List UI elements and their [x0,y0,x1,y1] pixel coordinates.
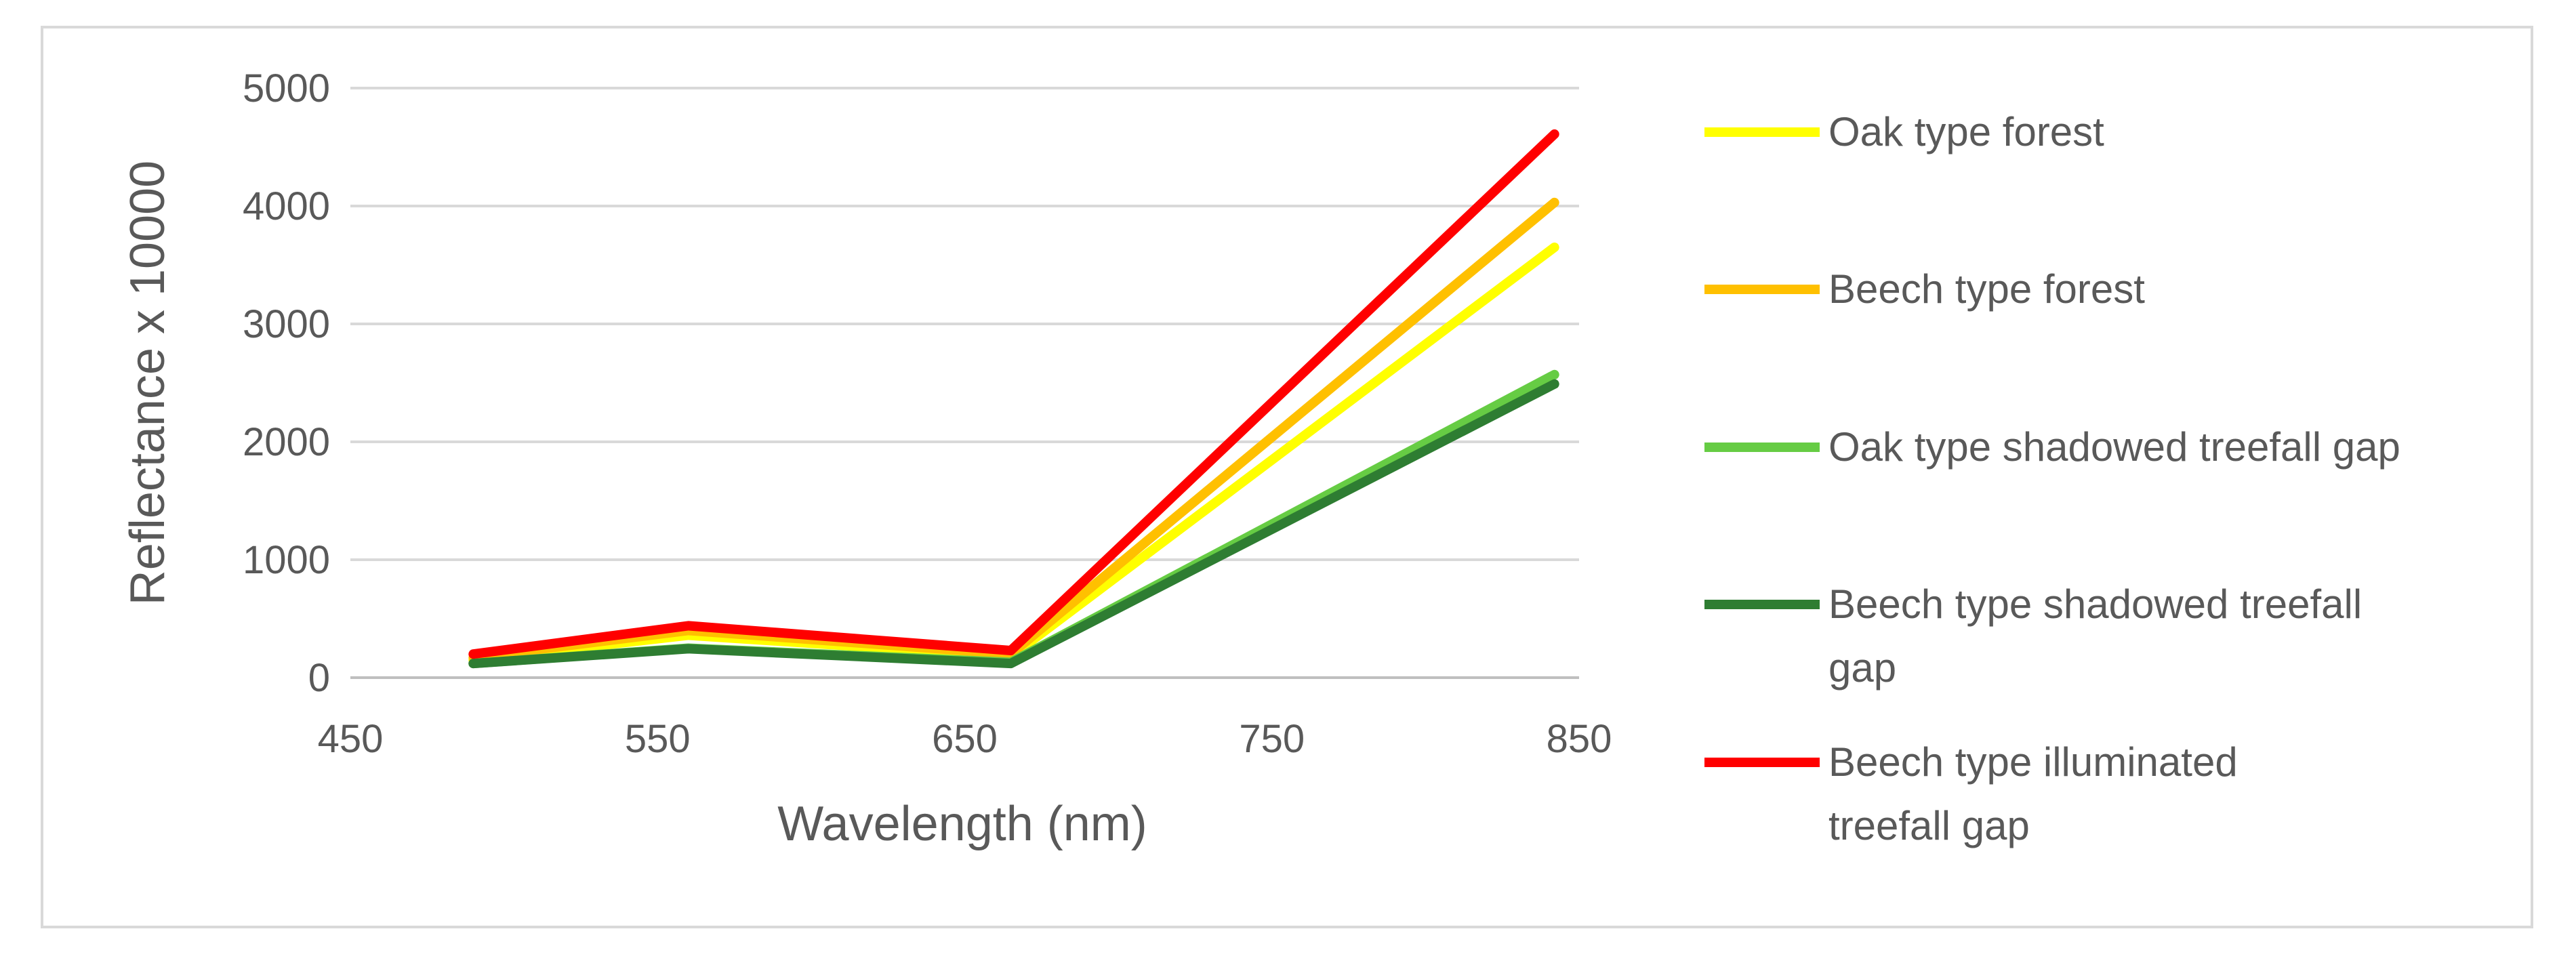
legend-layer: Oak type forest Beech type forest Oak type… [1704,109,2400,848]
legend-label-line: Beech type forest [1828,266,2145,312]
x-tick-label: 850 [1547,717,1612,761]
legend-label-1: Oak type forest [1828,109,2104,155]
legend-label-2: Beech type forest [1828,266,2145,312]
axis-layer: 0 1000 2000 3000 4000 5000 450 550 650 750 850 [243,66,1612,761]
y-tick-label: 1000 [243,538,330,582]
y-tick-label: 3000 [243,302,330,346]
y-tick-label: 0 [308,656,330,700]
legend-label-line: Beech type shadowed treefall [1828,581,2362,627]
y-axis-title: Reflectance x 10000 [121,161,175,605]
grid-layer [350,87,1579,561]
x-tick-label: 750 [1239,717,1305,761]
y-tick-label: 4000 [243,184,330,228]
chart-frame [41,26,2533,928]
x-tick-label: 550 [625,717,691,761]
x-axis-title: Wavelength (nm) [777,797,1147,851]
legend-label-line: Oak type forest [1828,109,2104,155]
series-line-5 [468,129,1559,659]
series-line-3 [468,369,1559,669]
y-tick-label: 2000 [243,420,330,464]
x-tick-label: 650 [932,717,998,761]
x-tick-label: 450 [318,717,384,761]
legend-label-5: Beech type illuminated treefall gap [1828,739,2238,848]
series-line-4 [468,379,1559,669]
series-line-1 [468,242,1559,665]
legend-label-line: treefall gap [1828,803,2030,848]
series-layer [468,129,1559,669]
legend-label-line: Beech type illuminated [1828,739,2238,785]
y-tick-label: 5000 [243,66,330,110]
legend-label-3: Oak type shadowed treefall gap [1828,424,2400,470]
legend-label-line: Oak type shadowed treefall gap [1828,424,2400,470]
legend-label-line: gap [1828,645,1896,691]
legend-label-4: Beech type shadowed treefall gap [1828,581,2362,691]
series-line-2 [468,197,1559,663]
